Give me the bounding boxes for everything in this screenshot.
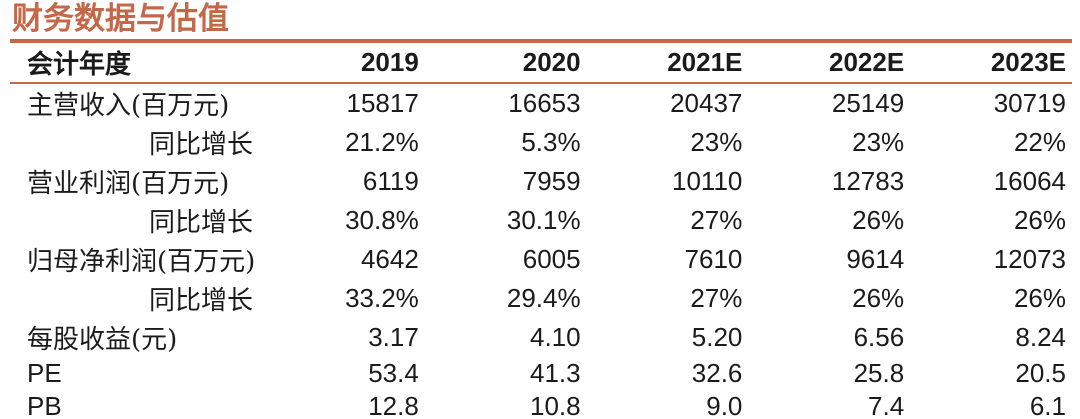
cell-value: 7610: [684, 244, 743, 274]
cell-value: 6005: [522, 244, 581, 274]
table-row: PE 53.4 41.3 32.6 25.8 20.5: [10, 357, 1072, 390]
header-year-2019: 2019: [263, 43, 425, 84]
table-row: 同比增长 21.2% 5.3% 23% 23% 22%: [10, 123, 1072, 162]
cell-value: 30719: [993, 88, 1066, 118]
row-label: 同比增长: [148, 208, 253, 238]
cell-value: 26%: [852, 283, 905, 313]
header-year-2023E: 2023E: [910, 43, 1072, 84]
cell-value: 26%: [852, 205, 905, 235]
cell-value: 9.0: [706, 391, 743, 419]
cell-value: 30.8%: [345, 205, 419, 235]
section-title: 财务数据与估值: [12, 1, 229, 37]
row-label: 归母净利润(百万元): [27, 247, 256, 277]
cell-value: 10110: [672, 166, 743, 196]
cell-value: 25.8: [853, 358, 905, 388]
cell-value: 16653: [508, 88, 581, 118]
cell-value: 21.2%: [345, 127, 419, 157]
table-body: 主营收入(百万元) 15817 16653 20437 25149 30719 同比增长 21…: [10, 83, 1072, 419]
table-row: 同比增长 30.8% 30.1% 27% 26% 26%: [10, 201, 1072, 240]
financial-table: 会计年度 2019 2020 2021E 2022E 2023E 主营收入(百万元) 15…: [10, 43, 1072, 419]
cell-value: 32.6: [691, 358, 743, 388]
header-fiscal-year-label: 会计年度: [10, 43, 263, 84]
cell-value: 6.56: [853, 322, 905, 352]
row-label: 营业利润(百万元): [27, 169, 230, 199]
cell-value: 27%: [690, 205, 743, 235]
table-row: 归母净利润(百万元) 4642 6005 7610 9614 12073: [10, 240, 1072, 279]
header-year-2021E: 2021E: [586, 43, 749, 84]
cell-value: 23%: [852, 127, 905, 157]
cell-value: 23%: [690, 127, 743, 157]
header-year-2020: 2020: [424, 43, 587, 84]
table-row: PB 12.8 10.8 9.0 7.4 6.1: [10, 390, 1072, 419]
cell-value: 4.10: [529, 322, 581, 352]
cell-value: 22%: [1013, 127, 1066, 157]
cell-value: 5.20: [691, 322, 743, 352]
row-label: PB: [27, 391, 62, 419]
row-label: PE: [27, 358, 62, 388]
cell-value: 4642: [360, 244, 419, 274]
table-row: 同比增长 33.2% 29.4% 27% 26% 26%: [10, 279, 1072, 318]
row-label: 主营收入(百万元): [27, 91, 230, 121]
cell-value: 9614: [846, 244, 905, 274]
cell-value: 7.4: [868, 391, 905, 419]
cell-value: 25149: [831, 88, 905, 118]
header-year-2022E: 2022E: [748, 43, 911, 84]
table-row: 主营收入(百万元) 15817 16653 20437 25149 30719: [10, 83, 1072, 123]
cell-value: 26%: [1013, 283, 1066, 313]
cell-value: 12.8: [368, 391, 419, 419]
cell-value: 15817: [346, 88, 419, 118]
cell-value: 10.8: [529, 391, 581, 419]
top-rule: [10, 39, 1072, 43]
cell-value: 12073: [993, 244, 1066, 274]
header-row: 会计年度 2019 2020 2021E 2022E 2023E: [10, 43, 1072, 84]
row-label: 每股收益(元): [27, 325, 178, 355]
cell-value: 7959: [522, 166, 581, 196]
cell-value: 27%: [690, 283, 743, 313]
table-row: 每股收益(元) 3.17 4.10 5.20 6.56 8.24: [10, 318, 1072, 357]
row-label: 同比增长: [148, 286, 253, 316]
row-label: 同比增长: [148, 130, 253, 160]
cell-value: 3.17: [368, 322, 419, 352]
cell-value: 6119: [362, 166, 419, 196]
cell-value: 53.4: [368, 358, 419, 388]
cell-value: 16064: [993, 166, 1066, 196]
cell-value: 41.3: [529, 358, 581, 388]
table-row: 营业利润(百万元) 6119 7959 10110 12783 16064: [10, 162, 1072, 201]
cell-value: 29.4%: [506, 283, 581, 313]
cell-value: 26%: [1013, 205, 1066, 235]
cell-value: 8.24: [1015, 322, 1066, 352]
cell-value: 12783: [831, 166, 905, 196]
cell-value: 20.5: [1015, 358, 1066, 388]
table-header: 会计年度 2019 2020 2021E 2022E 2023E: [10, 43, 1072, 84]
cell-value: 5.3%: [521, 127, 581, 157]
cell-value: 33.2%: [345, 283, 419, 313]
cell-value: 20437: [670, 88, 743, 118]
cell-value: 6.1: [1029, 391, 1066, 419]
cell-value: 30.1%: [506, 205, 581, 235]
